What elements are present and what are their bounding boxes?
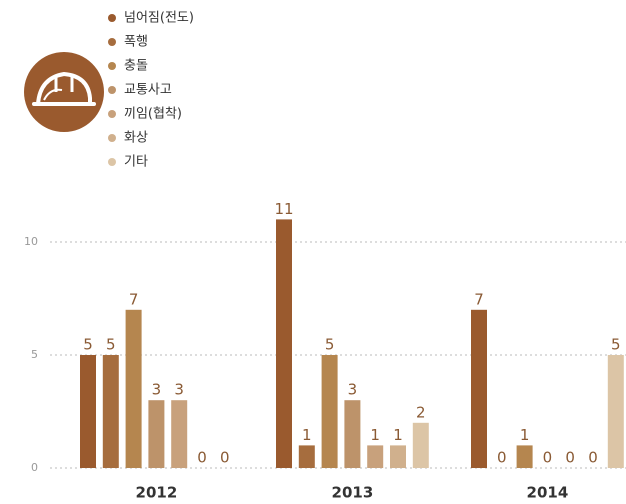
value-label: 1 <box>302 426 312 444</box>
bar <box>390 445 406 468</box>
legend-dot <box>108 38 116 46</box>
legend-dot <box>108 14 116 22</box>
legend-label: 기타 <box>124 155 148 170</box>
y-tick-label: 10 <box>24 235 38 248</box>
value-label: 1 <box>520 426 530 444</box>
value-label: 11 <box>274 200 293 218</box>
legend-dot <box>108 158 116 166</box>
value-label: 3 <box>174 381 184 399</box>
bar <box>125 309 142 468</box>
bar <box>102 355 119 468</box>
legend-label: 교통사고 <box>124 83 172 98</box>
y-tick-label: 5 <box>31 348 38 361</box>
bar <box>276 219 292 468</box>
bar <box>171 400 188 468</box>
value-label: 5 <box>325 336 335 354</box>
value-label: 1 <box>370 426 380 444</box>
legend-label: 끼임(협착) <box>124 107 182 122</box>
bar <box>321 355 338 468</box>
bar <box>344 400 361 468</box>
x-tick-label: 2014 <box>527 484 569 502</box>
bar <box>412 422 429 468</box>
value-label: 1 <box>393 426 403 444</box>
x-tick-label: 2013 <box>332 484 374 502</box>
value-label: 0 <box>543 449 553 467</box>
bar <box>80 355 96 468</box>
legend-dot <box>108 62 116 70</box>
legend-label: 폭행 <box>124 34 148 50</box>
bar <box>148 400 165 468</box>
bar <box>471 309 487 468</box>
legend-label: 충돌 <box>124 59 148 74</box>
y-tick-label: 0 <box>31 461 38 474</box>
value-label: 0 <box>497 449 507 467</box>
legend-dot <box>108 134 116 142</box>
x-tick-label: 2012 <box>136 484 178 502</box>
bar <box>516 445 533 468</box>
bar <box>298 445 315 468</box>
value-label: 0 <box>220 449 230 467</box>
legend-dot <box>108 86 116 94</box>
bar <box>607 355 624 468</box>
value-label: 5 <box>106 336 116 354</box>
value-label: 3 <box>348 381 358 399</box>
value-label: 0 <box>197 449 207 467</box>
legend-dot <box>108 110 116 118</box>
value-label: 0 <box>588 449 598 467</box>
icon <box>24 52 104 132</box>
bar <box>367 445 384 468</box>
value-label: 5 <box>83 336 93 354</box>
value-label: 7 <box>129 290 139 308</box>
value-label: 7 <box>474 290 484 308</box>
legend-label: 넘어짐(전도) <box>124 11 194 26</box>
legend-label: 화상 <box>124 131 148 146</box>
value-label: 3 <box>152 381 162 399</box>
value-label: 2 <box>416 403 426 421</box>
value-label: 0 <box>565 449 575 467</box>
value-label: 5 <box>611 336 621 354</box>
